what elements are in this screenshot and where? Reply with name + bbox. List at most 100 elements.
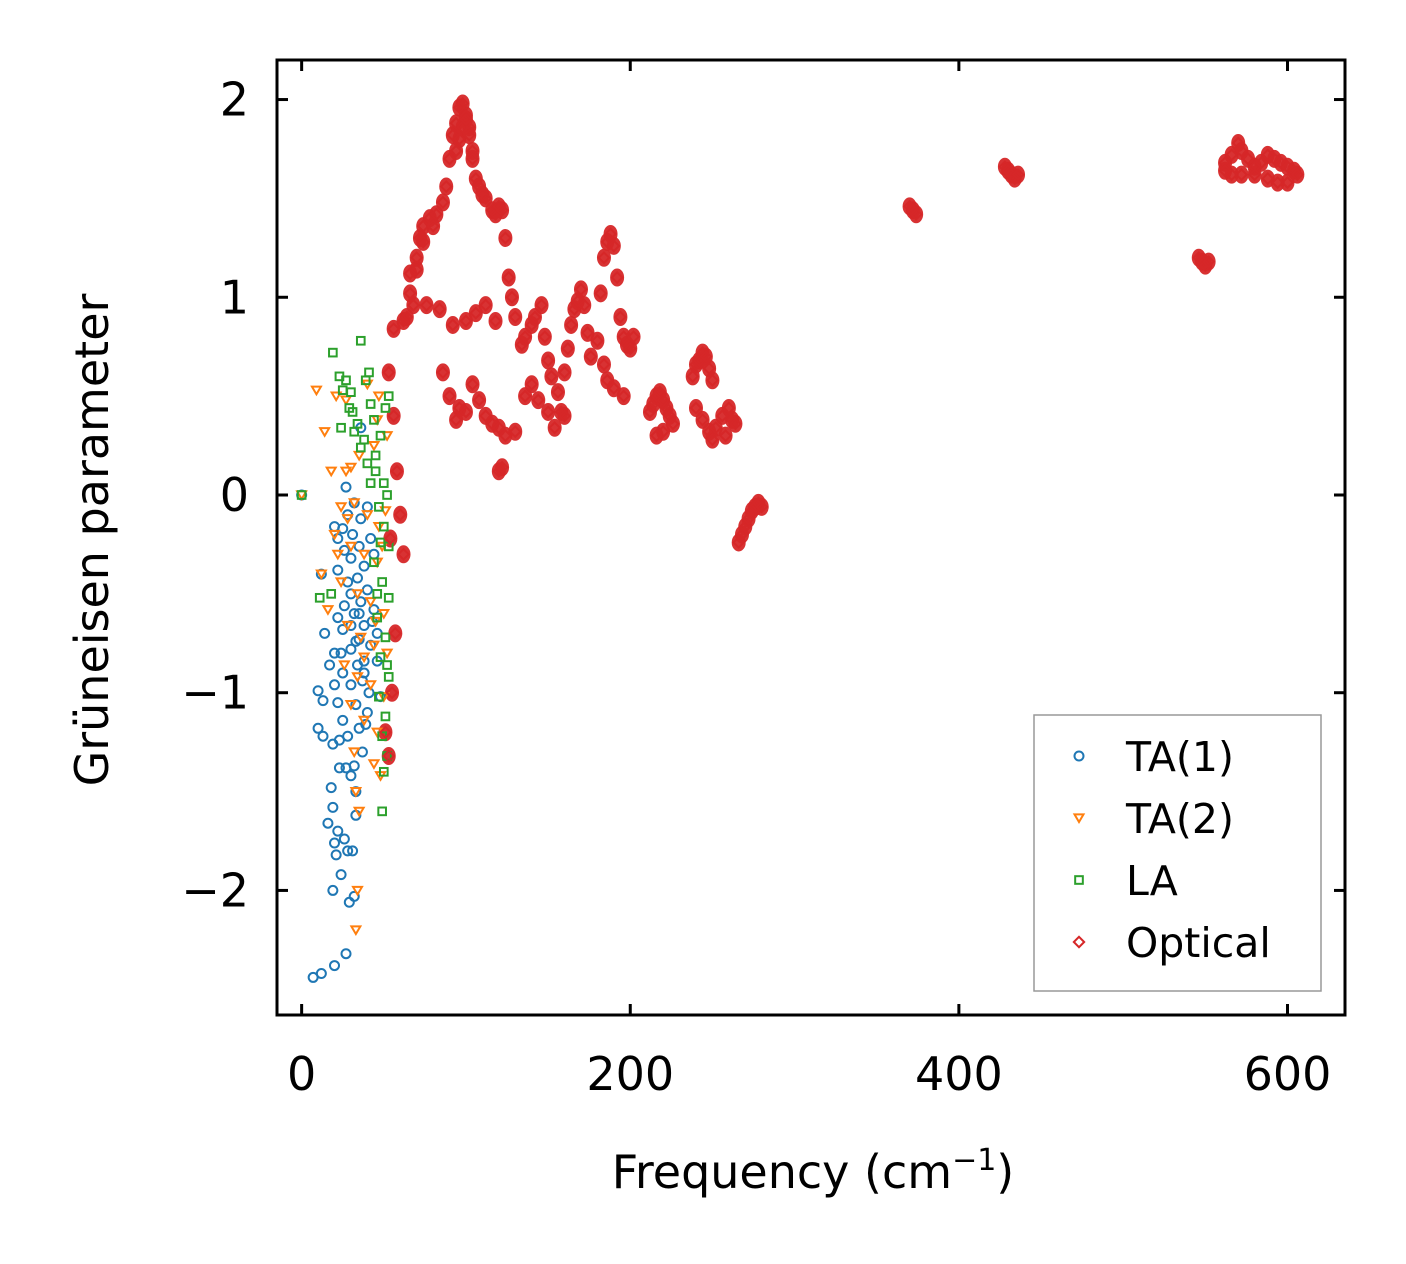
optical-density-blob [583, 347, 598, 366]
data-point [296, 490, 307, 500]
data-point [364, 597, 377, 608]
data-point [341, 514, 354, 525]
data-point [319, 627, 331, 639]
data-point [340, 481, 352, 493]
data-point [436, 365, 450, 379]
optical-density-blob [728, 414, 743, 433]
data-point [357, 652, 371, 664]
optical-density-blob [495, 201, 510, 220]
data-point [498, 231, 512, 245]
data-point [367, 440, 381, 452]
data-point [382, 660, 392, 670]
data-point [1261, 148, 1275, 162]
data-point [456, 96, 470, 111]
data-point [337, 667, 349, 679]
data-point [465, 152, 480, 166]
data-point [705, 373, 720, 387]
data-point [338, 600, 350, 612]
data-point [1280, 160, 1295, 174]
data-point [329, 837, 341, 849]
data-point [369, 557, 379, 568]
optical-density-blob [577, 296, 592, 315]
scatter-points [295, 96, 1304, 983]
data-point [699, 349, 713, 364]
y-tick-label: −1 [181, 666, 249, 720]
data-point [564, 318, 578, 332]
optical-density-blob [541, 351, 556, 370]
data-point [571, 294, 585, 308]
data-point [383, 672, 394, 682]
data-point [525, 377, 539, 391]
data-point [449, 413, 463, 427]
data-point [348, 760, 360, 772]
data-point [378, 521, 389, 532]
optical-density-blob [590, 331, 605, 350]
data-point [695, 413, 710, 427]
data-point [469, 306, 483, 320]
data-point [377, 692, 391, 703]
data-point [356, 746, 368, 758]
data-point [312, 685, 324, 697]
legend: TA(1) TA(2) LA Optical [1033, 714, 1322, 992]
data-point [416, 219, 430, 233]
data-point [617, 389, 631, 403]
optical-density-blob [606, 236, 621, 255]
data-point [315, 569, 328, 581]
data-point [505, 290, 519, 304]
legend-items: TA(1) TA(2) LA Optical [1072, 733, 1271, 967]
data-point [374, 691, 384, 702]
y-tick-label: 1 [220, 270, 249, 324]
data-point [597, 251, 611, 265]
data-point [1234, 144, 1249, 158]
data-point [419, 298, 434, 312]
data-point [330, 849, 342, 861]
data-point [377, 577, 387, 587]
data-point [594, 286, 608, 300]
optical-density-blob [1247, 165, 1262, 184]
data-point [367, 759, 381, 770]
data-point [340, 948, 352, 960]
data-point [383, 531, 397, 546]
data-point [492, 464, 506, 478]
optical-density-blob [1234, 165, 1249, 184]
data-point [580, 326, 595, 340]
optical-density-blob [1260, 169, 1275, 188]
data-point [452, 132, 466, 146]
optical-density-blob [508, 422, 523, 441]
optical-density-blob [385, 683, 400, 702]
optical-density-blob [593, 284, 608, 303]
series-la [296, 335, 394, 817]
data-point [718, 429, 733, 443]
data-point [377, 806, 387, 817]
axis-ticks: 0 200 400 600 −2 −1 0 1 2 [181, 60, 1345, 1101]
optical-density-blob [596, 355, 611, 374]
data-point [329, 960, 341, 972]
data-point [623, 342, 637, 356]
data-point [1008, 172, 1022, 186]
data-point [352, 572, 364, 584]
x-axis-label-superscript: −1 [952, 1143, 996, 1178]
data-point [1241, 152, 1255, 166]
data-point [590, 334, 604, 348]
data-point [715, 409, 729, 423]
data-point [1248, 168, 1262, 182]
optical-density-blob [537, 327, 552, 346]
data-point [341, 375, 351, 386]
data-point [314, 592, 325, 603]
data-point [745, 504, 759, 518]
data-point [436, 195, 450, 209]
data-point [338, 833, 350, 845]
optical-density-blob [445, 315, 460, 334]
data-point [531, 393, 545, 407]
legend-label: TA(2) [1125, 795, 1234, 843]
data-point [574, 282, 588, 296]
data-point [351, 672, 364, 683]
optical-density-blob [613, 308, 628, 327]
data-point [375, 652, 386, 662]
data-point [396, 314, 411, 328]
data-point [324, 466, 338, 478]
data-point [607, 381, 621, 395]
data-point [1267, 152, 1281, 166]
optical-density-blob [435, 193, 450, 212]
